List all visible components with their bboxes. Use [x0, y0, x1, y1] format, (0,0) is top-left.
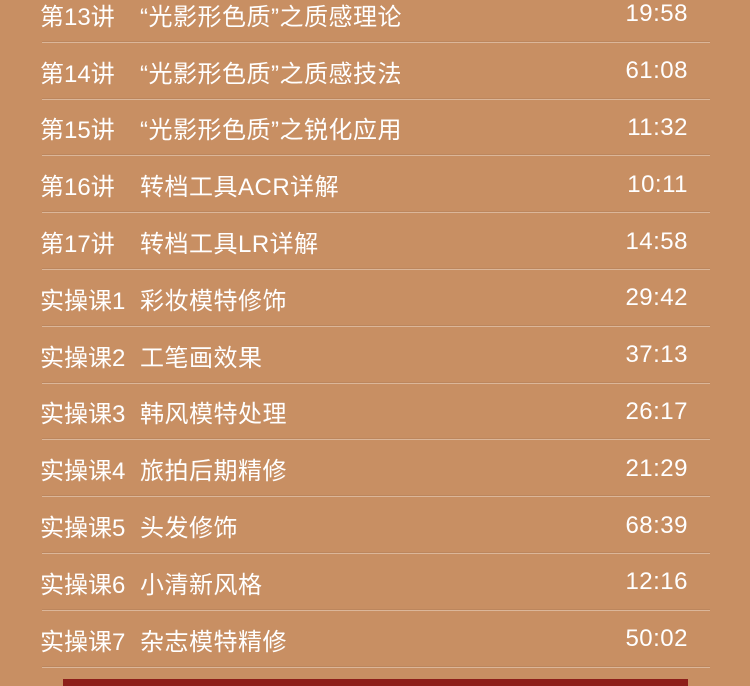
lecture-number: 实操课4	[40, 458, 126, 486]
lecture-number: 第15讲	[40, 117, 115, 145]
course-row[interactable]: 实操课7 杂志模特精修 50:02	[0, 611, 750, 668]
lecture-number: 实操课6	[40, 571, 126, 599]
lecture-number: 第14讲	[40, 60, 115, 88]
lecture-duration: 10:11	[627, 170, 688, 198]
lecture-title: “光影形色质”之锐化应用	[140, 117, 402, 145]
lecture-number: 实操课2	[40, 344, 126, 372]
lecture-duration: 50:02	[625, 625, 688, 653]
lecture-duration: 29:42	[625, 284, 688, 312]
lecture-duration: 37:13	[625, 341, 688, 369]
course-row[interactable]: 实操课6 小清新风格 12:16	[0, 554, 750, 611]
bottom-accent-bar	[63, 679, 688, 686]
course-row[interactable]: 实操课5 头发修饰 68:39	[0, 497, 750, 554]
lecture-title: 工笔画效果	[140, 344, 263, 372]
course-row[interactable]: 第17讲 转档工具LR详解 14:58	[0, 213, 750, 270]
lecture-title: 彩妆模特修饰	[140, 287, 287, 315]
course-row[interactable]: 实操课3 韩风模特处理 26:17	[0, 384, 750, 441]
lecture-number: 第17讲	[40, 231, 115, 259]
lecture-duration: 12:16	[625, 568, 688, 596]
lecture-duration: 14:58	[625, 227, 688, 255]
lecture-title: “光影形色质”之质感理论	[140, 3, 402, 31]
lecture-title: 韩风模特处理	[140, 401, 287, 429]
course-row[interactable]: 第15讲 “光影形色质”之锐化应用 11:32	[0, 100, 750, 157]
lecture-title: 转档工具LR详解	[140, 231, 319, 259]
lecture-number: 第16讲	[40, 174, 115, 202]
lecture-number: 实操课3	[40, 401, 126, 429]
lecture-duration: 11:32	[627, 113, 688, 141]
lecture-title: 头发修饰	[140, 515, 238, 543]
lecture-title: 转档工具ACR详解	[140, 174, 340, 202]
lecture-duration: 26:17	[625, 397, 688, 425]
course-row[interactable]: 第14讲 “光影形色质”之质感技法 61:08	[0, 43, 750, 100]
lecture-title: 小清新风格	[140, 571, 263, 599]
lecture-number: 实操课1	[40, 287, 126, 315]
course-list: 第13讲 “光影形色质”之质感理论 19:58 第14讲 “光影形色质”之质感技…	[0, 0, 750, 668]
course-row[interactable]: 第16讲 转档工具ACR详解 10:11	[0, 156, 750, 213]
lecture-title: 旅拍后期精修	[140, 458, 287, 486]
course-row[interactable]: 实操课1 彩妆模特修饰 29:42	[0, 270, 750, 327]
lecture-number: 实操课7	[40, 628, 126, 656]
course-row[interactable]: 实操课4 旅拍后期精修 21:29	[0, 440, 750, 497]
lecture-duration: 21:29	[625, 454, 688, 482]
course-row[interactable]: 实操课2 工笔画效果 37:13	[0, 327, 750, 384]
lecture-title: 杂志模特精修	[140, 628, 287, 656]
lecture-number: 实操课5	[40, 515, 126, 543]
lecture-number: 第13讲	[40, 3, 115, 31]
lecture-duration: 19:58	[625, 0, 688, 28]
lecture-title: “光影形色质”之质感技法	[140, 60, 402, 88]
course-row[interactable]: 第13讲 “光影形色质”之质感理论 19:58	[0, 0, 750, 43]
lecture-duration: 61:08	[625, 57, 688, 85]
lecture-duration: 68:39	[625, 511, 688, 539]
